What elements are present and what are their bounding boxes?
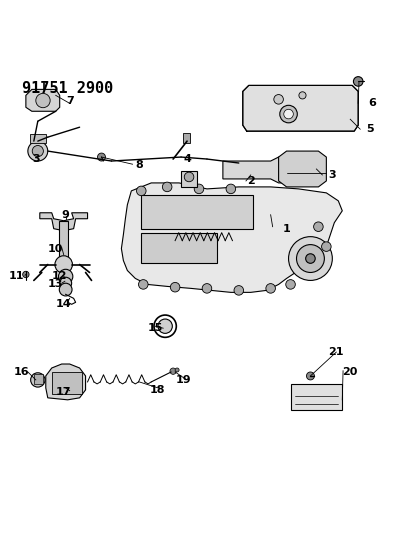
Text: 9: 9 [62,210,70,220]
Text: 14: 14 [56,300,72,309]
Circle shape [158,319,172,333]
Polygon shape [223,157,291,183]
Circle shape [139,280,148,289]
Circle shape [194,184,204,193]
Circle shape [162,182,172,192]
Text: 5: 5 [366,124,374,134]
Circle shape [59,283,72,296]
Circle shape [306,254,315,263]
Polygon shape [279,151,326,187]
Circle shape [60,277,72,289]
Text: 91751 2900: 91751 2900 [22,82,113,96]
Text: 4: 4 [183,154,191,164]
Text: 20: 20 [343,367,358,377]
Circle shape [289,237,332,280]
Circle shape [170,368,176,374]
Text: 15: 15 [148,323,163,333]
Bar [141,233,217,263]
Circle shape [286,280,295,289]
Text: 17: 17 [56,387,71,397]
Circle shape [280,106,297,123]
Text: 18: 18 [150,385,165,395]
Circle shape [31,373,45,387]
Text: 1: 1 [283,224,291,233]
Polygon shape [26,90,60,111]
Text: 2: 2 [247,176,255,186]
Circle shape [306,372,314,380]
Bar [183,133,190,143]
Polygon shape [46,364,86,400]
Text: 3: 3 [328,170,336,180]
Circle shape [284,109,293,119]
Text: 10: 10 [48,244,63,254]
Circle shape [28,141,48,161]
Circle shape [36,93,50,108]
Circle shape [59,269,73,284]
Text: 19: 19 [175,375,191,385]
Circle shape [175,368,179,372]
Text: 21: 21 [329,347,344,357]
Text: 13: 13 [48,279,63,289]
Text: 12: 12 [52,271,67,281]
Bar [141,195,253,229]
Text: 8: 8 [135,160,143,170]
Circle shape [234,286,244,295]
Text: 16: 16 [14,367,30,377]
Circle shape [184,172,194,182]
Bar [52,372,82,394]
Circle shape [226,184,236,193]
Circle shape [23,271,29,278]
Circle shape [274,94,283,104]
Polygon shape [121,183,342,293]
Circle shape [170,282,180,292]
Circle shape [353,77,363,86]
Polygon shape [40,213,88,231]
Bar [181,171,197,187]
Text: 11: 11 [9,271,24,281]
Circle shape [322,242,331,252]
Circle shape [297,245,324,272]
Circle shape [299,92,306,99]
Bar [59,221,68,259]
Polygon shape [243,85,358,131]
Circle shape [266,284,275,293]
Circle shape [98,153,105,161]
Text: 6: 6 [368,98,376,108]
Circle shape [314,222,323,231]
Bar [34,374,43,384]
Circle shape [137,186,146,196]
Circle shape [32,146,43,157]
Text: 7: 7 [66,96,74,106]
Bar [291,384,342,410]
Text: 3: 3 [32,154,40,164]
Bar [30,134,46,143]
Circle shape [202,284,212,293]
Circle shape [55,256,72,273]
